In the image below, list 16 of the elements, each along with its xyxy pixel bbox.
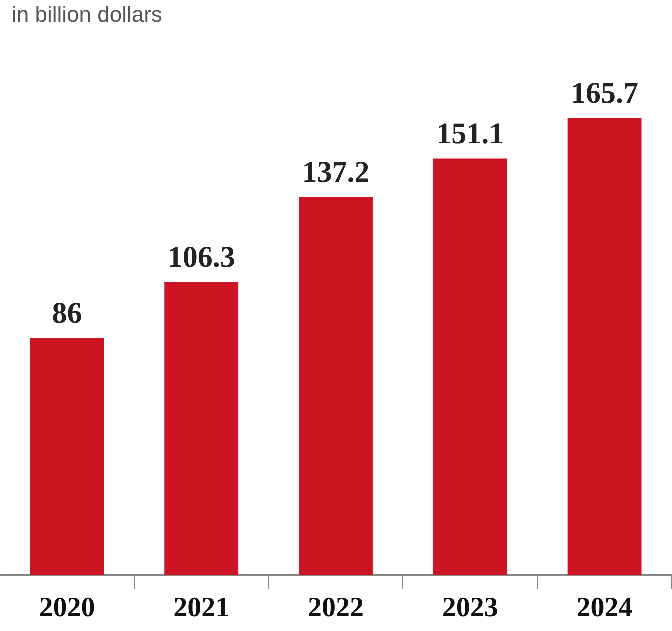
data-label: 106.3 [168,241,236,274]
x-tick-label: 2020 [39,592,96,624]
data-label: 86 [52,296,82,330]
bar [299,197,373,576]
bar [164,282,239,576]
x-tick-label: 2021 [174,592,230,624]
data-label: 137.2 [302,156,370,189]
data-label: 165.7 [571,77,639,110]
bar [433,158,508,576]
x-tick-label: 2023 [442,592,498,624]
bar [30,338,104,576]
chart-subtitle: in billion dollars [12,2,162,28]
bar [568,118,642,576]
x-tick-label: 2022 [308,592,364,624]
x-tick-label: 2024 [576,592,633,624]
data-label: 151.1 [436,117,504,150]
